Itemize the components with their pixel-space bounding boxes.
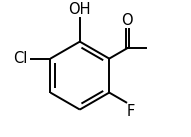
- Text: O: O: [121, 12, 133, 28]
- Text: OH: OH: [69, 2, 91, 17]
- Text: F: F: [127, 104, 135, 119]
- Text: Cl: Cl: [13, 51, 28, 66]
